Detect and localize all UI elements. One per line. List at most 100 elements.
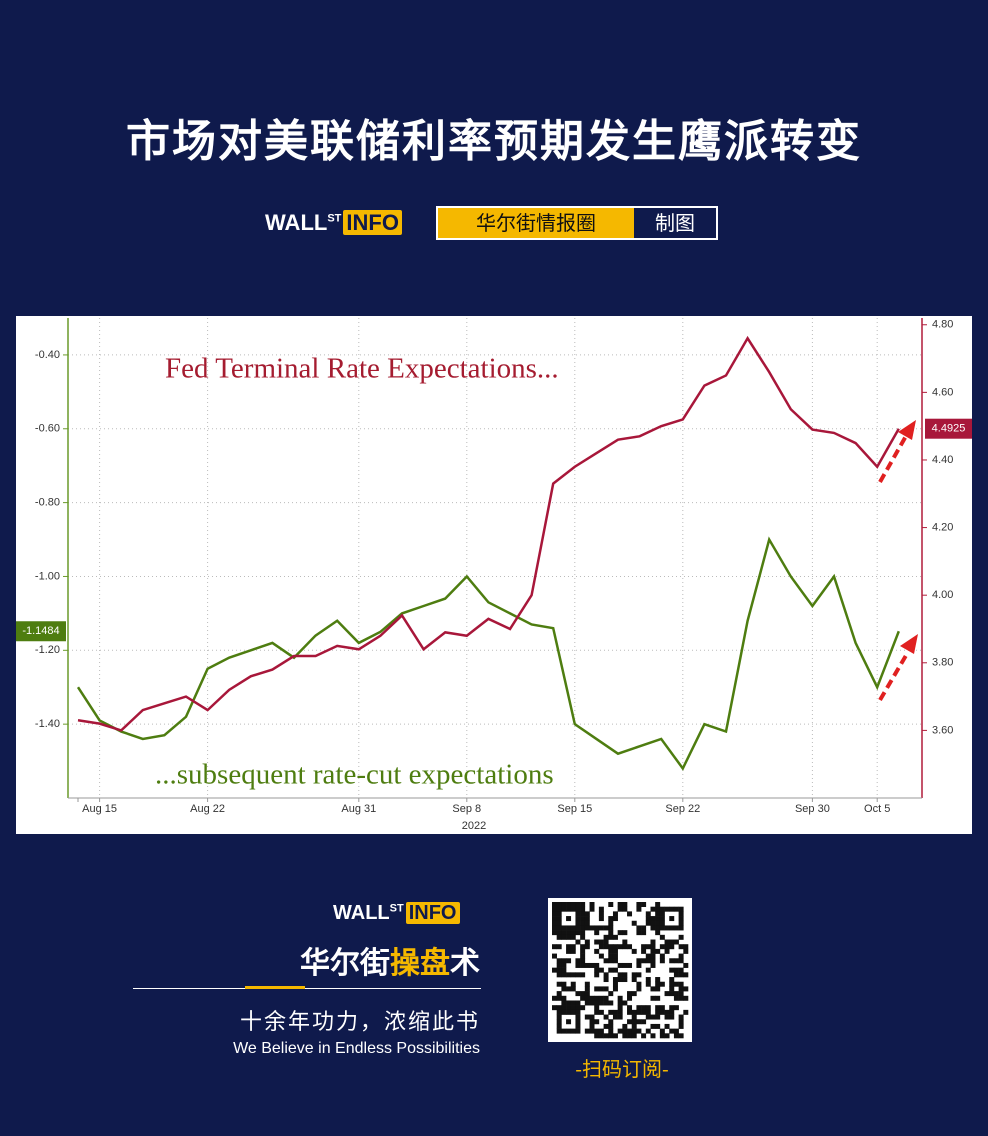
qr-cell: [608, 1009, 614, 1015]
tagline: We Believe in Endless Possibilities: [233, 1040, 480, 1057]
qr-cell: [631, 1033, 637, 1039]
qr-cell: [575, 920, 581, 926]
brand-highlight: 操盘: [390, 946, 450, 981]
x-tick-label: Aug 22: [190, 803, 225, 815]
qr-cell: [669, 981, 675, 987]
qr-cell: [655, 930, 661, 936]
qr-cell: [575, 962, 581, 968]
qr-cell: [669, 986, 675, 992]
qr-cell: [561, 934, 567, 940]
qr-cell: [641, 925, 647, 931]
qr-cell: [641, 902, 647, 907]
y2-tick-label: 4.60: [932, 386, 953, 398]
qr-cell: [659, 911, 665, 917]
qr-cell: [603, 958, 609, 964]
qr-cell: [617, 1000, 623, 1006]
qr-cell: [603, 925, 609, 931]
qr-cell: [655, 977, 661, 983]
qr-cell: [566, 948, 572, 954]
qr-cell: [603, 972, 609, 978]
qr-cell: [566, 906, 572, 912]
qr-cell: [556, 902, 562, 907]
qr-cell: [631, 920, 637, 926]
qr-cell: [650, 1014, 656, 1020]
qr-cell: [575, 1019, 581, 1025]
qr-cell: [655, 995, 661, 1001]
qr-cell: [580, 958, 586, 964]
qr-cell: [641, 1019, 647, 1025]
brand-text: 术: [450, 946, 480, 981]
qr-cell: [594, 995, 600, 1001]
qr-cell: [561, 958, 567, 964]
qr-cell: [594, 1028, 600, 1034]
qr-cell: [645, 977, 651, 983]
qr-cell: [678, 1023, 684, 1029]
qr-cell: [683, 948, 689, 954]
last-value-tag: [16, 621, 66, 642]
qr-cell: [556, 916, 562, 922]
qr-cell: [673, 981, 679, 987]
qr-cell: [570, 925, 576, 931]
qr-cell: [580, 911, 586, 917]
series-line: [77, 335, 900, 732]
qr-cell: [641, 958, 647, 964]
qr-cell: [594, 948, 600, 954]
qr-cell: [673, 972, 679, 978]
qr-cell: [669, 916, 675, 922]
qr-cell: [612, 967, 618, 973]
qr-cell: [622, 930, 628, 936]
qr-cell: [659, 981, 665, 987]
qr-cell: [561, 1009, 567, 1015]
qr-cell: [575, 902, 581, 907]
qr-cell: [594, 962, 600, 968]
qr-cell: [584, 981, 590, 987]
qr-cell: [678, 906, 684, 912]
qr-cell: [589, 1000, 595, 1006]
qr-cell: [659, 925, 665, 931]
qr-cell: [561, 902, 567, 907]
qr-cell: [664, 1009, 670, 1015]
chart-bg: [16, 316, 972, 834]
qr-cell: [570, 948, 576, 954]
qr-cell: [580, 944, 586, 950]
qr-cell: [556, 1028, 562, 1034]
qr-cell: [598, 967, 604, 973]
qr-cell: [636, 958, 642, 964]
qr-cell: [603, 1023, 609, 1029]
qr-cell: [655, 1009, 661, 1015]
qr-cell: [584, 916, 590, 922]
qr-cell: [645, 958, 651, 964]
qr-cell: [612, 1014, 618, 1020]
qr-cell: [673, 958, 679, 964]
arrow-head: [898, 420, 916, 440]
logo: WALLST INFO: [265, 210, 402, 236]
qr-cell: [636, 902, 642, 907]
qr-cell: [659, 916, 665, 922]
qr-cell: [650, 953, 656, 959]
qr-cell: [570, 986, 576, 992]
qr-cell: [645, 944, 651, 950]
qr-cell: [655, 925, 661, 931]
qr-cell: [580, 962, 586, 968]
qr-cell: [608, 1000, 614, 1006]
qr-cell: [608, 958, 614, 964]
brand: 华尔街操盘术: [300, 938, 480, 982]
qr-cell: [645, 1028, 651, 1034]
qr-cell: [627, 944, 633, 950]
qr-cell: [636, 1028, 642, 1034]
qr-cell: [622, 939, 628, 945]
qr-cell: [669, 1014, 675, 1020]
qr-cell: [594, 986, 600, 992]
last-value-label: -1.1484: [22, 625, 59, 637]
qr-cell: [650, 925, 656, 931]
qr-cell: [570, 906, 576, 912]
qr-cell: [631, 948, 637, 954]
qr-cell: [575, 1014, 581, 1020]
qr-cell: [552, 944, 557, 950]
qr-cell: [659, 1028, 665, 1034]
qr-cell: [552, 967, 557, 973]
qr-code: [548, 898, 692, 1042]
qr-cell: [678, 991, 684, 997]
qr-cell: [589, 1028, 595, 1034]
qr-cell: [570, 981, 576, 987]
